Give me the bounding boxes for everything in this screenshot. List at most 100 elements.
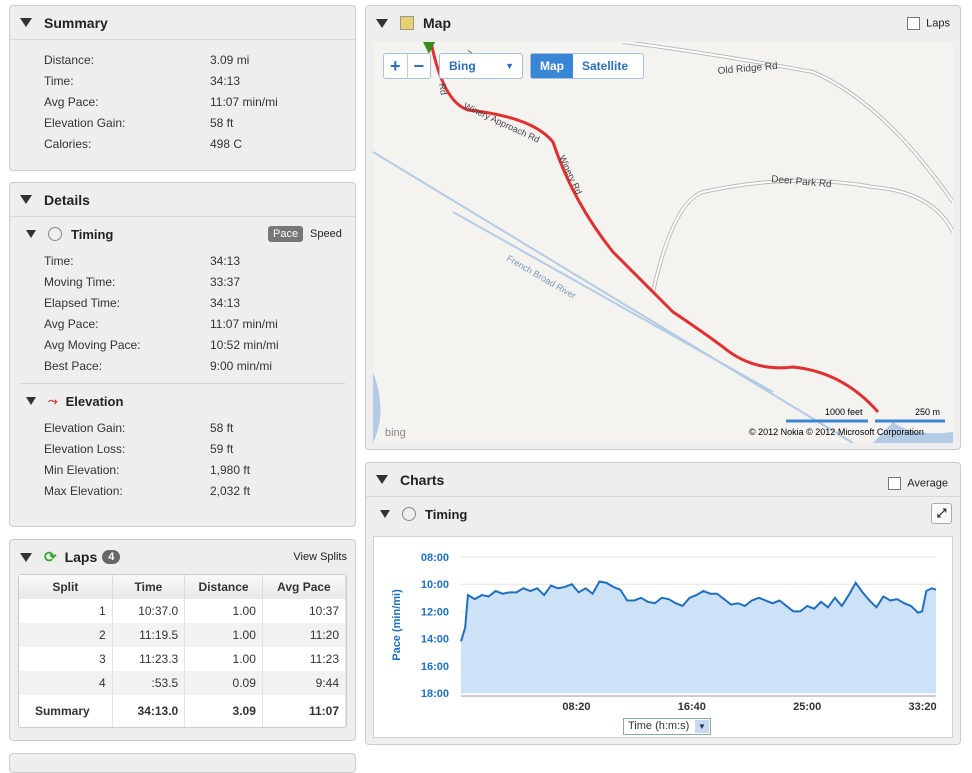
map-view-button[interactable]: Map [531,54,573,78]
map-icon [400,16,414,30]
lap-summary-cell: 11:07 [262,695,347,727]
stat-row: Elevation Gain: 58 ft [10,418,355,439]
average-checkbox[interactable]: Average [888,477,948,490]
stat-label: Best Pace: [44,359,103,373]
elevation-title: Elevation [65,393,124,409]
stat-value: 3.09 mi [210,53,250,67]
details-panel: Details Timing Pace Speed Time: 34:13 Movi… [9,182,356,527]
lap-row[interactable]: 1 10:37.0 1.00 10:37 [19,599,347,623]
road-label: Deer Park Rd [771,174,832,190]
map-provider-select[interactable]: Bing ▼ [439,53,523,79]
map-canvas[interactable]: Old Ridge Rd Deer Park Rd Winery Approac… [373,42,953,443]
lap-summary-cell: 34:13.0 [112,695,186,727]
lap-cell: 2 [19,623,113,647]
charts-header[interactable]: Charts Average [366,463,960,497]
timing-subheader[interactable]: Timing Pace Speed [10,217,355,251]
stat-row: Elevation Loss: 59 ft [10,439,355,460]
stat-value: 34:13 [210,74,241,88]
stat-row: Avg Moving Pace: 10:52 min/mi [10,335,355,356]
collapse-triangle-icon[interactable] [20,552,32,562]
stat-value: 1,980 ft [210,463,251,477]
lap-cell: 1.00 [184,623,263,647]
lap-cell: 11:23 [262,647,347,671]
clock-icon [402,507,416,521]
scale-ft-label: 1000 feet [825,407,863,417]
stat-row: Avg Pace: 11:07 min/mi [10,92,355,113]
zoom-out-button[interactable]: − [413,56,424,76]
lap-summary-cell: 3.09 [184,695,263,727]
collapse-triangle-icon[interactable] [26,397,36,405]
laps-header[interactable]: ⟳ Laps 4 View Splits [10,540,355,574]
road-old-ridge [622,42,953,203]
stat-value: 2,032 ft [210,484,251,498]
summary-header[interactable]: Summary [10,6,355,40]
lap-cell: :53.5 [112,671,186,695]
stat-label: Avg Moving Pace: [44,338,141,352]
divider [20,383,345,384]
details-title: Details [44,191,90,208]
stat-label: Avg Pace: [44,95,99,109]
x-tick-label: 33:20 [909,701,937,713]
y-tick-label: 18:00 [421,688,449,700]
water [373,372,953,443]
stat-value: 34:13 [210,254,241,268]
stat-value: 11:07 min/mi [210,95,278,109]
column-header[interactable]: Avg Pace [262,575,347,599]
stat-label: Max Elevation: [44,484,123,498]
map-copyright: © 2012 Nokia © 2012 Microsoft Corporatio… [749,427,924,437]
stat-label: Moving Time: [44,275,116,289]
column-header[interactable]: Time [112,575,186,599]
collapse-triangle-icon[interactable] [26,230,36,238]
lap-cell: 1.00 [184,647,263,671]
collapse-triangle-icon[interactable] [376,18,388,28]
stat-value: 498 C [210,137,243,151]
clock-icon [48,227,62,241]
view-splits-link[interactable]: View Splits [293,551,347,563]
chevron-down-icon: ▼ [695,720,709,733]
stat-label: Elevation Gain: [44,116,126,130]
column-header[interactable]: Split [19,575,113,599]
stat-row: Avg Pace: 11:07 min/mi [10,314,355,335]
lap-cell: 0.09 [184,671,263,695]
lap-summary-row: Summary 34:13.0 3.09 11:07 [19,695,347,727]
laps-checkbox[interactable]: Laps [907,16,950,30]
lap-cell: 11:19.5 [112,623,186,647]
river-branch [452,211,774,393]
stat-label: Min Elevation: [44,463,120,477]
expand-chart-icon[interactable]: ⤢ [931,503,952,524]
timing-title: Timing [71,226,114,242]
collapse-triangle-icon[interactable] [20,195,32,204]
collapse-triangle-icon[interactable] [20,18,32,27]
stat-label: Time: [44,74,74,88]
collapse-triangle-icon[interactable] [376,475,388,484]
timing-chart-title: Timing [425,506,468,522]
map-panel: Map Laps Old Ridge Rd Deer Park Rd Winer… [365,5,961,450]
map-title: Map [423,15,451,31]
map-header[interactable]: Map Laps [366,6,960,40]
road-label: Winery Approach Rd [462,101,541,145]
zoom-in-button[interactable]: + [384,54,408,78]
timing-chart-header[interactable]: Timing ⤢ [366,497,960,531]
lap-row[interactable]: 3 11:23.3 1.00 11:23 [19,647,347,671]
lap-cell: 1 [19,599,113,623]
collapse-triangle-icon[interactable] [380,510,390,518]
column-header[interactable]: Distance [184,575,263,599]
laps-panel: ⟳ Laps 4 View Splits Split Time Distance Av… [9,539,356,741]
map-svg: Old Ridge Rd Deer Park Rd Winery Approac… [373,42,953,443]
stat-row: Distance: 3.09 mi [10,50,355,71]
lap-row[interactable]: 2 11:19.5 1.00 11:20 [19,623,347,647]
lap-summary-cell: Summary [19,695,113,727]
pace-toggle[interactable]: Pace [268,226,304,242]
x-tick-label: 08:20 [562,701,590,713]
speed-toggle[interactable]: Speed [310,228,342,240]
pace-line [460,580,937,642]
stat-value: 58 ft [210,116,234,130]
elevation-subheader[interactable]: ⤳ Elevation [10,384,355,418]
stat-value: 33:37 [210,275,241,289]
x-tick-label: 25:00 [793,701,821,713]
lap-row[interactable]: 4:53.5 0.09 9:44 [19,671,347,695]
satellite-view-button[interactable]: Satellite [582,59,629,73]
x-axis-select[interactable]: Time (h:m:s) ▼ [623,718,711,735]
details-header[interactable]: Details [10,183,355,217]
y-tick-label: 14:00 [421,634,449,646]
